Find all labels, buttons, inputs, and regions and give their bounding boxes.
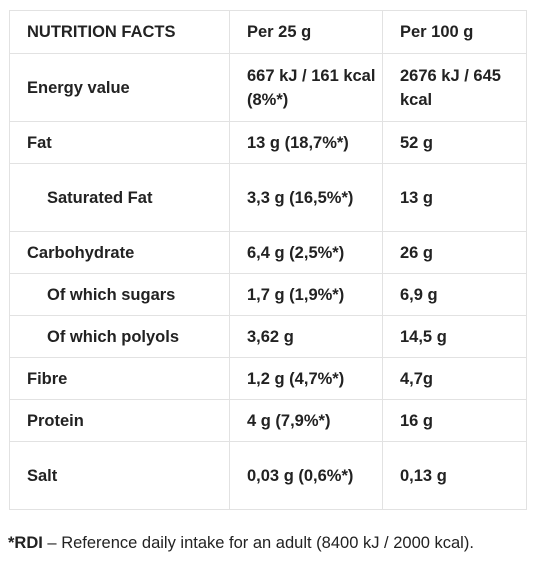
rdi-marker: *RDI [8,534,43,552]
row-per100: 4,7g [382,357,527,400]
table-row-fibre: Fibre 1,2 g (4,7%*) 4,7g [9,357,527,400]
table-row-fat: Fat 13 g (18,7%*) 52 g [9,121,527,164]
row-per100: 52 g [382,121,527,164]
row-label: Energy value [9,53,230,122]
table-row-energy: Energy value 667 kJ / 161 kcal (8%*) 267… [9,53,527,122]
row-per25: 0,03 g (0,6%*) [229,441,383,510]
rdi-footnote: *RDI – Reference daily intake for an adu… [8,532,474,554]
row-per25: 3,3 g (16,5%*) [229,163,383,232]
table-row-salt: Salt 0,03 g (0,6%*) 0,13 g [9,441,527,510]
row-per100: 0,13 g [382,441,527,510]
row-label: Fibre [9,357,230,400]
row-per100: 14,5 g [382,315,527,358]
row-label: Saturated Fat [9,163,230,232]
row-per25: 4 g (7,9%*) [229,399,383,442]
row-per100: 13 g [382,163,527,232]
table-row-saturated-fat: Saturated Fat 3,3 g (16,5%*) 13 g [9,163,527,232]
row-per100: 26 g [382,231,527,274]
row-per25: 3,62 g [229,315,383,358]
header-per-100g: Per 100 g [382,10,527,54]
row-per25: 667 kJ / 161 kcal (8%*) [229,53,383,122]
table-row-protein: Protein 4 g (7,9%*) 16 g [9,399,527,442]
row-per100: 16 g [382,399,527,442]
table-header-row: NUTRITION FACTS Per 25 g Per 100 g [9,10,527,54]
table-row-polyols: Of which polyols 3,62 g 14,5 g [9,315,527,358]
row-label: Carbohydrate [9,231,230,274]
row-label: Of which polyols [9,315,230,358]
row-label: Of which sugars [9,273,230,316]
row-per25: 1,2 g (4,7%*) [229,357,383,400]
row-per25: 6,4 g (2,5%*) [229,231,383,274]
header-nutrition-facts: NUTRITION FACTS [9,10,230,54]
rdi-text: – Reference daily intake for an adult (8… [42,534,474,552]
table-row-carbohydrate: Carbohydrate 6,4 g (2,5%*) 26 g [9,231,527,274]
row-label: Protein [9,399,230,442]
row-label: Fat [9,121,230,164]
nutrition-facts-table: NUTRITION FACTS Per 25 g Per 100 g Energ… [9,10,527,510]
header-per-25g: Per 25 g [229,10,383,54]
row-per100: 2676 kJ / 645 kcal [382,53,527,122]
row-label: Salt [9,441,230,510]
row-per25: 1,7 g (1,9%*) [229,273,383,316]
row-per25: 13 g (18,7%*) [229,121,383,164]
table-row-sugars: Of which sugars 1,7 g (1,9%*) 6,9 g [9,273,527,316]
row-per100: 6,9 g [382,273,527,316]
